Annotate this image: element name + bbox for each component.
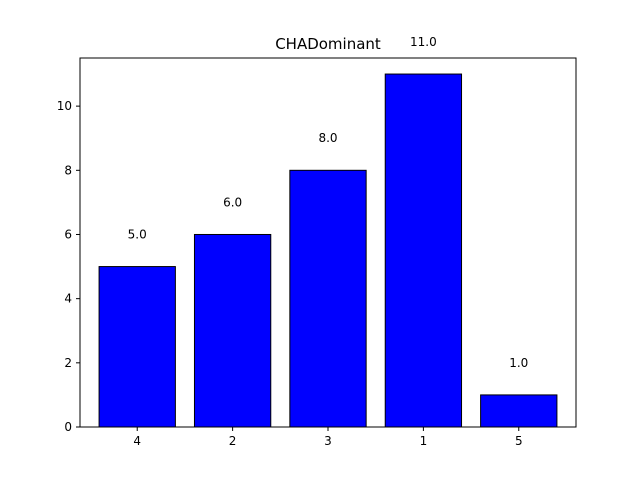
- chart-title: CHADominant: [275, 35, 381, 53]
- bar-1: [384, 73, 463, 428]
- y-tick-label-0: 0: [64, 420, 72, 434]
- data-label-3: 8.0: [318, 131, 337, 145]
- data-labels-group: 5.0 6.0 8.0 11.0 1.0: [128, 35, 529, 370]
- data-label-5: 1.0: [509, 356, 528, 370]
- bars-group: [98, 73, 558, 428]
- x-tick-label-3: 3: [324, 434, 332, 448]
- y-tick-label-6: 6: [64, 227, 72, 241]
- x-axis-ticks: 4 2 3 1 5: [133, 427, 523, 448]
- y-tick-label-8: 8: [64, 163, 72, 177]
- x-tick-label-1: 1: [420, 434, 428, 448]
- bar-5: [480, 394, 558, 428]
- y-axis-ticks: 0 2 4 6 8 10: [57, 99, 80, 434]
- bar-4: [98, 266, 176, 428]
- y-tick-label-2: 2: [64, 356, 72, 370]
- plot-frame: [79, 57, 577, 428]
- y-tick-label-4: 4: [64, 292, 72, 306]
- data-label-1: 11.0: [410, 35, 437, 49]
- data-label-4: 5.0: [128, 227, 147, 241]
- x-tick-label-4: 4: [133, 434, 141, 448]
- x-tick-label-5: 5: [515, 434, 523, 448]
- x-tick-label-2: 2: [229, 434, 237, 448]
- data-label-2: 6.0: [223, 195, 242, 209]
- bar-2: [193, 233, 272, 428]
- y-tick-label-10: 10: [57, 99, 72, 113]
- bar-3: [289, 169, 367, 428]
